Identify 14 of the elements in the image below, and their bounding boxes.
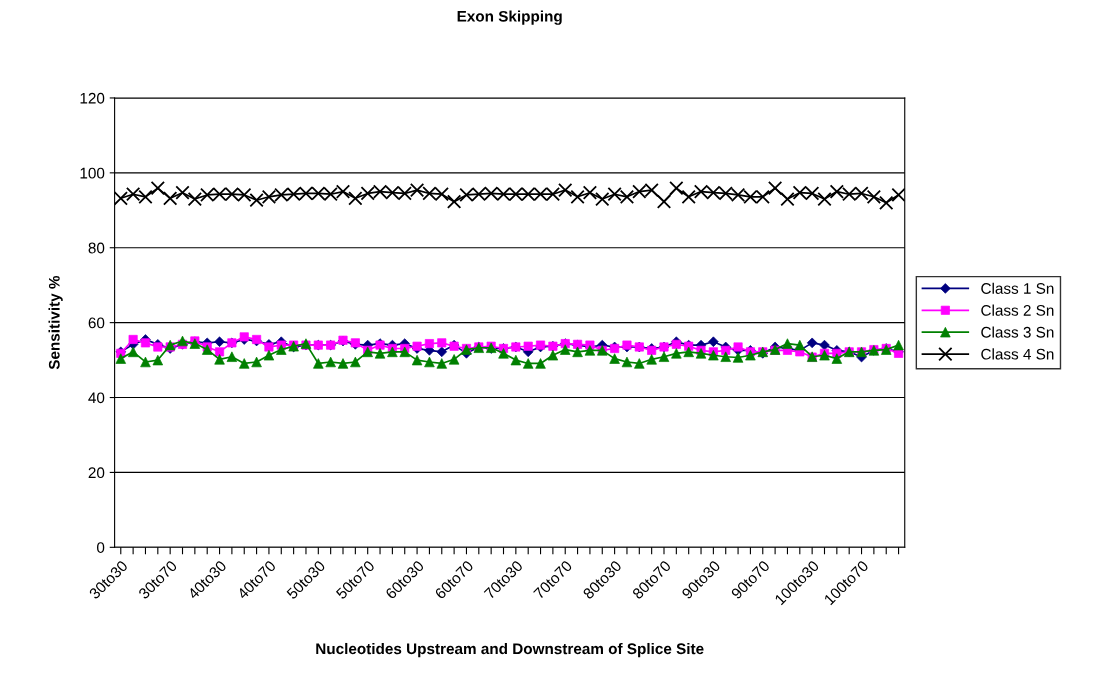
x-axis-title: Nucleotides Upstream and Downstream of Splice Site — [316, 642, 704, 658]
chart-title: Exon Skipping — [457, 10, 562, 25]
y-axis-title: Sensitivity % — [48, 275, 63, 370]
y-tick-label: 40 — [88, 392, 105, 404]
legend-label: Class 2 Sn — [981, 304, 1054, 316]
legend-label: Class 3 Sn — [981, 326, 1054, 338]
y-tick-label: 0 — [96, 542, 105, 553]
y-tick-label: 100 — [80, 167, 105, 179]
y-tick-label: 80 — [88, 242, 105, 254]
legend-label: Class 1 Sn — [981, 282, 1054, 294]
y-tick-label: 120 — [80, 92, 105, 104]
y-tick-label: 60 — [88, 317, 105, 329]
y-tick-label: 20 — [88, 467, 105, 479]
legend-label: Class 4 Sn — [981, 348, 1054, 360]
